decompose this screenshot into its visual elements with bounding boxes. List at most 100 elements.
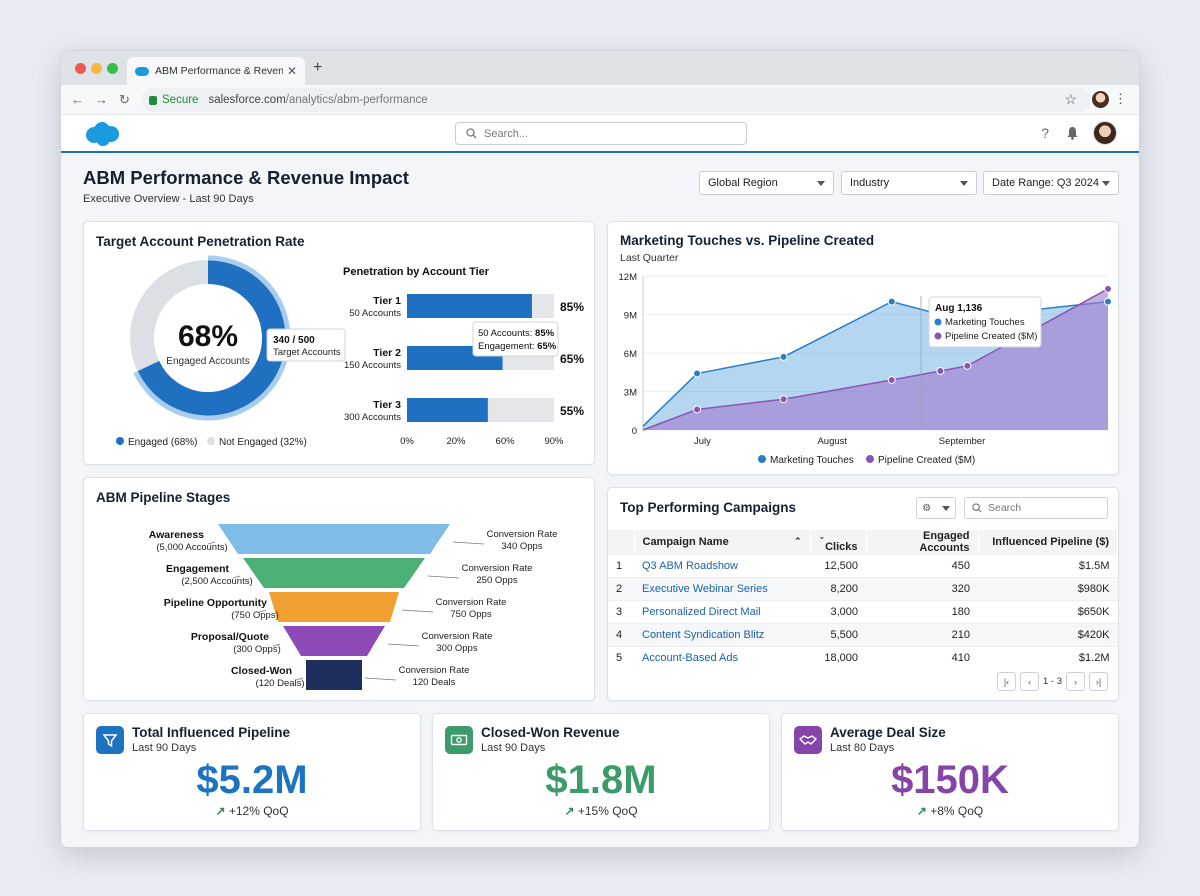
campaign-name-link[interactable]: Q3 ABM Roadshow xyxy=(634,554,810,578)
prev-page-button[interactable]: ‹ xyxy=(1019,672,1039,691)
campaigns-card: Top Performing Campaigns ⚙ Search Campai… xyxy=(607,487,1119,701)
col-influenced-pipeline[interactable]: Influenced Pipeline ($) xyxy=(978,530,1118,555)
touches-pipeline-chart: Marketing Touches vs. Pipeline Created L… xyxy=(619,233,1112,466)
browser-tab[interactable]: ABM Performance & Revenue Im… ✕ xyxy=(127,57,305,85)
close-window-button[interactable] xyxy=(75,63,86,74)
forward-icon[interactable]: → xyxy=(95,92,108,107)
gear-icon: ⚙ xyxy=(922,502,932,514)
kpi-subtitle: Last 90 Days xyxy=(481,742,546,754)
tier-tooltip xyxy=(472,321,559,357)
tier-chart-title: Penetration by Account Tier xyxy=(343,266,490,278)
y-tick-label: 6M xyxy=(624,349,637,360)
notification-bell-icon[interactable] xyxy=(1066,126,1079,140)
funnel-leader-line xyxy=(272,643,281,647)
funnel-leader-line xyxy=(232,575,241,579)
reload-icon[interactable]: ↻ xyxy=(119,92,130,107)
table-row[interactable]: 4 Content Syndication Blitz 5,500 210 $420K xyxy=(608,623,1118,647)
col-clicks[interactable]: ⌄ Clicks xyxy=(810,530,867,555)
donut-percent: 68% xyxy=(178,320,238,353)
filter-date-range[interactable]: Date Range: Q3 2024 xyxy=(983,171,1119,195)
page-title: ABM Performance & Revenue Impact xyxy=(83,167,409,188)
search-icon xyxy=(466,128,477,139)
data-point xyxy=(693,405,702,414)
kpi-delta: ↗ +8% QoQ xyxy=(916,804,984,818)
first-page-button[interactable]: |‹ xyxy=(996,672,1016,691)
donut-tooltip-value: 340 / 500 xyxy=(273,335,315,346)
col-engaged-accounts[interactable]: Engaged Accounts xyxy=(866,530,979,555)
chart-tooltip-pipeline: Pipeline Created ($M) xyxy=(945,331,1037,342)
chevron-down-icon xyxy=(817,180,825,186)
funnel-stage-count: (300 Opps) xyxy=(233,644,281,655)
funnel-stage xyxy=(269,592,399,622)
funnel-stage xyxy=(218,524,450,554)
funnel-leader-line xyxy=(258,609,267,613)
row-rank: 5 xyxy=(608,646,634,670)
table-row[interactable]: 3 Personalized Direct Mail 3,000 180 $650K xyxy=(608,600,1118,624)
x-tick-label: August xyxy=(817,436,847,447)
lock-icon xyxy=(149,95,157,105)
next-page-button[interactable]: › xyxy=(1066,672,1085,691)
minimize-window-button[interactable] xyxy=(91,63,102,74)
table-header-row: Campaign Name ⌃ ⌄ Clicks Engaged Accounts … xyxy=(608,530,1118,555)
funnel-stage xyxy=(283,626,385,656)
influenced-pipeline-cell: $650K xyxy=(978,600,1118,624)
row-rank: 2 xyxy=(608,577,634,601)
engaged-accounts-cell: 450 xyxy=(866,554,978,578)
back-icon[interactable]: ← xyxy=(71,92,84,107)
help-icon[interactable]: ? xyxy=(1041,125,1049,141)
col-campaign-name[interactable]: Campaign Name ⌃ xyxy=(634,530,811,555)
browser-profile-avatar[interactable] xyxy=(1092,91,1109,108)
data-point xyxy=(779,395,788,404)
address-bar[interactable]: Secure salesforce.com/analytics/abm-perf… xyxy=(141,88,1091,112)
funnel-conversion-value: 120 Deals xyxy=(413,677,456,688)
data-point xyxy=(1104,284,1112,293)
campaign-name-link[interactable]: Content Syndication Blitz xyxy=(634,623,810,647)
table-row[interactable]: 5 Account-Based Ads 18,000 410 $1.2M xyxy=(608,646,1118,670)
tab-bar: ABM Performance & Revenue Im… ✕ + xyxy=(61,51,1139,85)
campaign-name-link[interactable]: Executive Webinar Series xyxy=(634,577,810,601)
tier-value-label: 85% xyxy=(560,300,584,314)
trend-up-icon: ↗ xyxy=(916,804,927,818)
donut-tooltip-caption: Target Accounts xyxy=(273,347,341,358)
tier-tooltip-line1: 50 Accounts: 85% xyxy=(478,328,555,339)
chevron-down-icon xyxy=(960,180,968,186)
campaign-name-link[interactable]: Personalized Direct Mail xyxy=(634,600,810,624)
kpi-title: Total Influenced Pipeline xyxy=(132,725,291,740)
tooltip-pipeline-marker xyxy=(934,332,942,340)
engaged-accounts-cell: 210 xyxy=(866,623,978,647)
campaign-search-placeholder: Search xyxy=(988,502,1022,514)
address-bar-row: ← → ↻ Secure salesforce.com/analytics/ab… xyxy=(61,85,1139,115)
legend-engaged-marker xyxy=(116,437,124,445)
last-page-button[interactable]: ›| xyxy=(1089,672,1108,691)
trend-up-icon: ↗ xyxy=(215,804,226,818)
campaign-table: Campaign Name ⌃ ⌄ Clicks Engaged Accounts … xyxy=(608,530,1118,670)
filter-industry[interactable]: Industry xyxy=(841,171,977,195)
filter-global-region[interactable]: Global Region xyxy=(699,171,834,195)
kpi-delta: ↗ +12% QoQ xyxy=(215,804,289,818)
maximize-window-button[interactable] xyxy=(107,63,118,74)
funnel-stage-name: Pipeline Opportunity xyxy=(164,597,267,609)
tier-name: Tier 3 xyxy=(373,399,401,411)
kpi-value: $5.2M xyxy=(196,758,308,802)
campaign-name-link[interactable]: Account-Based Ads xyxy=(634,646,810,670)
tier-value-label: 65% xyxy=(560,352,584,366)
chart-tooltip-touches: Marketing Touches xyxy=(945,317,1025,328)
kpi-value: $1.8M xyxy=(545,758,657,802)
tier-value-label: 55% xyxy=(560,404,584,418)
user-avatar[interactable] xyxy=(1093,121,1117,145)
table-row[interactable]: 1 Q3 ABM Roadshow 12,500 450 $1.5M xyxy=(608,554,1118,578)
global-search-input[interactable]: Search... xyxy=(455,122,747,145)
bookmark-star-icon[interactable]: ☆ xyxy=(1064,91,1077,107)
table-row[interactable]: 2 Executive Webinar Series 8,200 320 $980K xyxy=(608,577,1118,601)
trend-up-icon: ↗ xyxy=(564,804,575,818)
y-tick-label: 3M xyxy=(624,388,637,399)
close-tab-icon[interactable]: ✕ xyxy=(286,64,297,78)
engaged-accounts-cell: 320 xyxy=(866,577,978,601)
campaign-search-input[interactable]: Search xyxy=(964,497,1108,519)
browser-menu-icon[interactable]: ⋮ xyxy=(1114,91,1127,106)
salesforce-logo-icon[interactable] xyxy=(83,121,121,147)
data-point xyxy=(963,361,972,370)
kpi-value: $150K xyxy=(891,758,1009,802)
new-tab-icon[interactable]: + xyxy=(313,59,323,76)
table-settings-button[interactable]: ⚙ xyxy=(916,497,956,519)
